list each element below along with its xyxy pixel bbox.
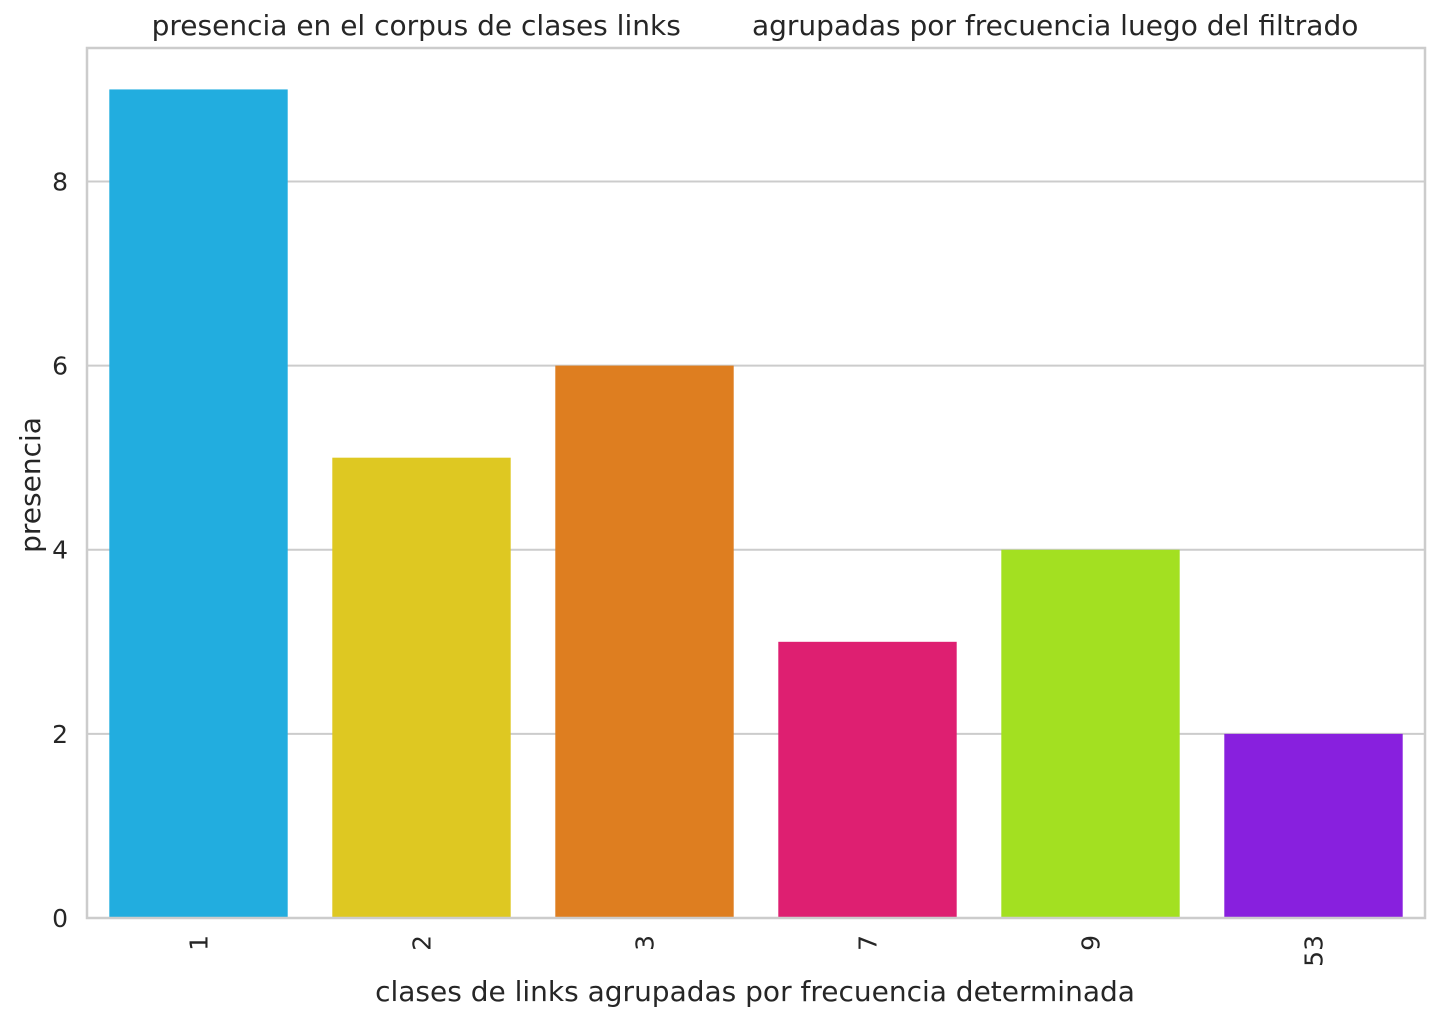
- chart-title: presencia en el corpus de clases links a…: [152, 9, 1359, 42]
- x-axis-ticks: 1 2 3 7 9 53: [185, 935, 1329, 967]
- x-axis-label: clases de links agrupadas por frecuencia…: [375, 975, 1135, 1008]
- y-axis-label: presencia: [14, 417, 47, 553]
- grid-lines: [87, 180, 1425, 735]
- bar-53: [1224, 733, 1403, 918]
- bar-9: [1001, 549, 1180, 918]
- y-tick-label: 0: [52, 904, 68, 933]
- y-tick-label: 4: [52, 536, 68, 565]
- x-tick-label: 2: [408, 935, 437, 951]
- x-tick-label: 53: [1300, 935, 1329, 967]
- bar-2: [332, 457, 511, 918]
- bars: [109, 89, 1403, 919]
- y-tick-label: 8: [52, 167, 68, 196]
- y-tick-label: 2: [52, 720, 68, 749]
- plot-frame: [85, 46, 1427, 920]
- bar-7: [778, 641, 957, 918]
- x-tick-label: 1: [185, 935, 214, 951]
- x-tick-label: 3: [631, 935, 660, 951]
- bar-1: [109, 89, 288, 918]
- x-tick-label: 7: [854, 935, 883, 951]
- y-tick-label: 6: [52, 352, 68, 381]
- y-axis-ticks: 0 2 4 6 8: [52, 167, 68, 933]
- bar-3: [555, 365, 734, 919]
- x-tick-label: 9: [1077, 935, 1106, 951]
